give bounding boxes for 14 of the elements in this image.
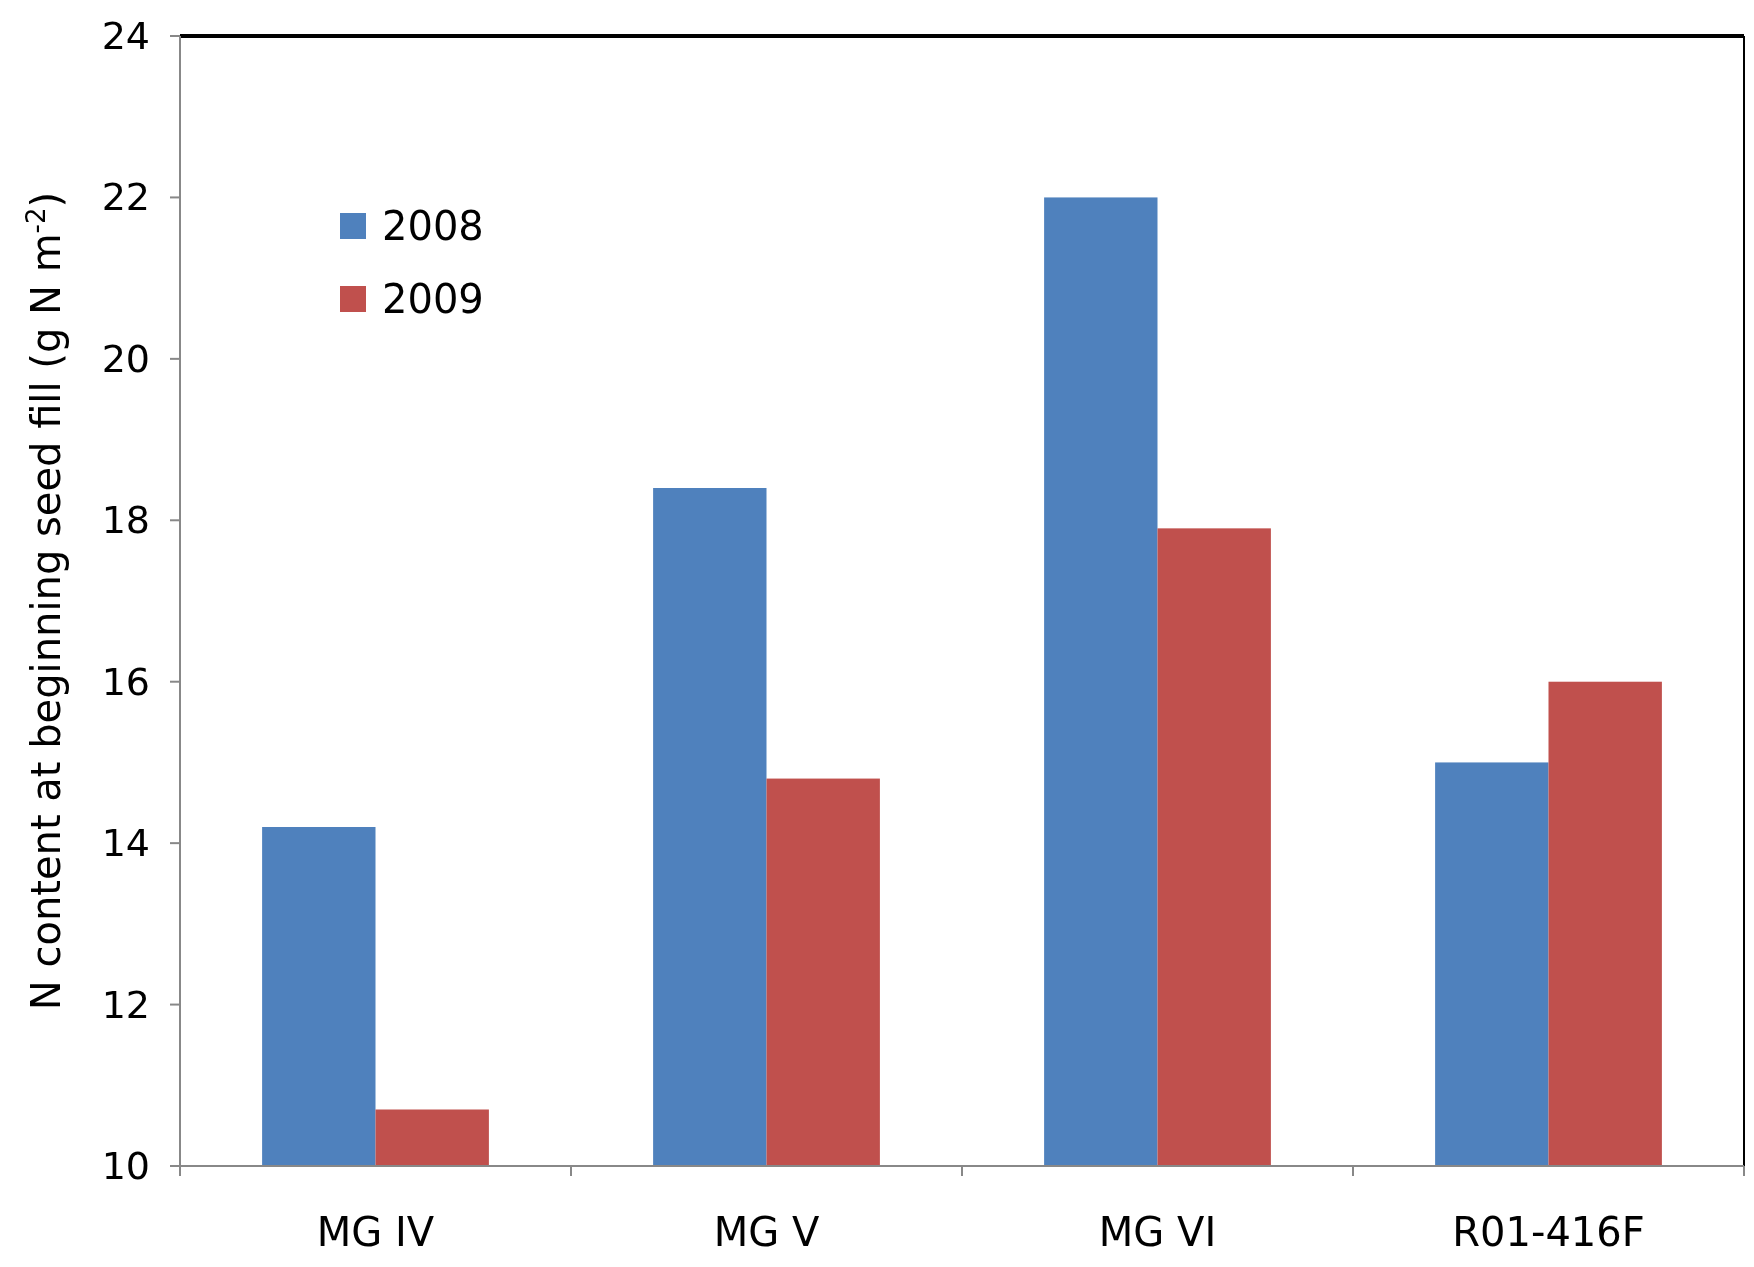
y-tick-label: 14 <box>101 821 150 866</box>
y-tick-label: 24 <box>101 14 150 58</box>
y-tick-label: 16 <box>101 659 150 704</box>
x-tick-label: MG IV <box>316 1209 435 1255</box>
y-tick-label: 18 <box>101 498 150 543</box>
y-tick-label: 12 <box>101 982 150 1027</box>
x-tick-label: MG V <box>713 1209 820 1255</box>
y-tick-label: 20 <box>101 336 150 381</box>
legend-label: 2008 <box>382 203 484 249</box>
x-tick-label: R01-416F <box>1452 1209 1645 1255</box>
legend-label: 2009 <box>382 276 484 322</box>
y-tick-label: 22 <box>101 175 150 220</box>
y-tick-label: 10 <box>101 1144 150 1188</box>
x-tick-label: MG VI <box>1098 1209 1217 1255</box>
